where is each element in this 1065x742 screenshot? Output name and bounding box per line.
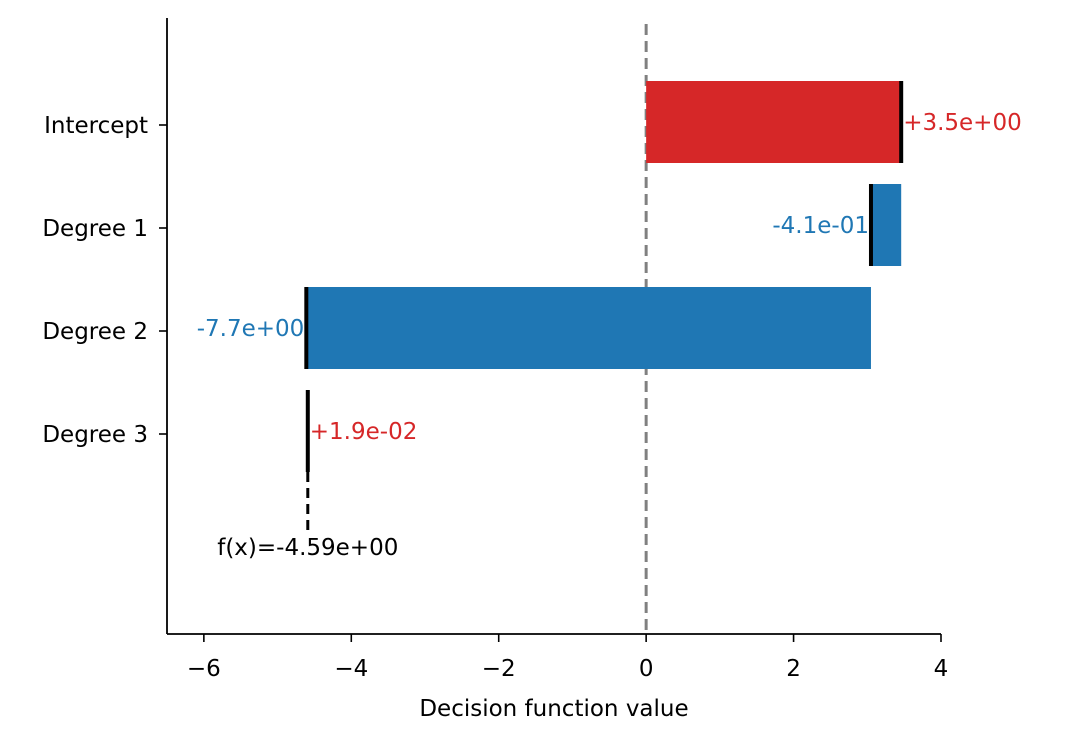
bar-0 bbox=[646, 81, 902, 163]
y-tick-label-0: Intercept bbox=[44, 113, 148, 139]
bar-1 bbox=[870, 184, 902, 266]
x-tick-label-0: −6 bbox=[187, 656, 221, 682]
x-axis-title: Decision function value bbox=[419, 696, 688, 722]
x-tick-label-1: −4 bbox=[334, 656, 368, 682]
y-tick-label-1: Degree 1 bbox=[42, 216, 148, 242]
bar-value-label-1: -4.1e-01 bbox=[772, 213, 869, 239]
bar-2 bbox=[306, 287, 871, 369]
x-tick-label-2: −2 bbox=[482, 656, 516, 682]
x-tick-label-5: 4 bbox=[934, 656, 949, 682]
final-value-label: f(x)=-4.59e+00 bbox=[217, 535, 398, 561]
bar-value-label-2: -7.7e+00 bbox=[197, 316, 305, 342]
bar-value-label-0: +3.5e+00 bbox=[903, 110, 1022, 136]
y-tick-label-3: Degree 3 bbox=[42, 422, 148, 448]
y-tick-label-2: Degree 2 bbox=[42, 319, 148, 345]
plot-area: +3.5e+00 Intercept -4.1e-01 Degree 1 -7.7e+0… bbox=[42, 18, 1022, 682]
x-tick-label-3: 0 bbox=[639, 656, 654, 682]
x-tick-label-4: 2 bbox=[786, 656, 801, 682]
bar-value-label-3: +1.9e-02 bbox=[310, 419, 418, 445]
